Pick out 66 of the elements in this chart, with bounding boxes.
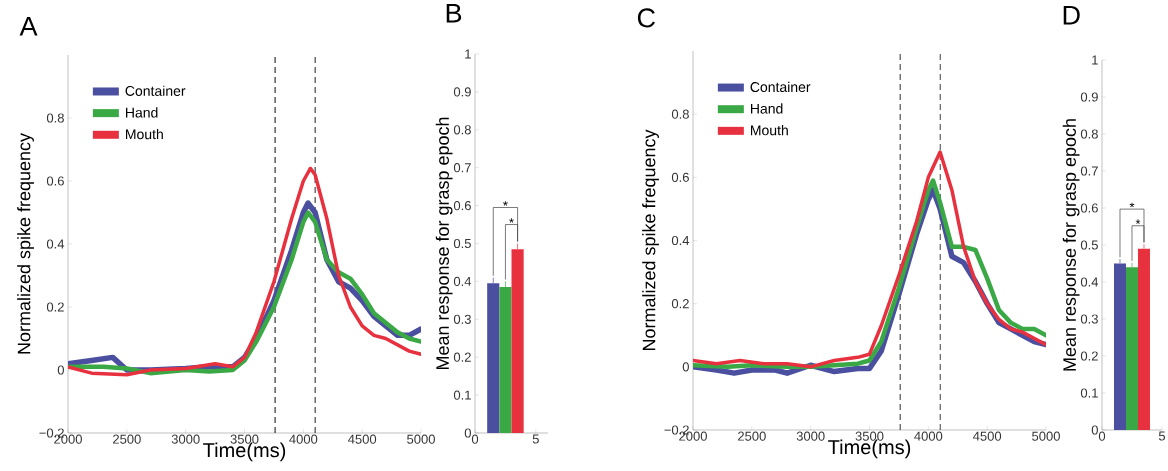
annotation: *: [1129, 202, 1135, 208]
y-tick-label: 0: [57, 365, 64, 375]
x-tick-label: 5000: [407, 434, 435, 444]
y-tick-label: 0.4: [46, 239, 65, 249]
x-tick-label: 3500: [230, 434, 259, 444]
y-tick-label: 0.3: [453, 314, 471, 324]
x-tick-label: 4000: [914, 431, 943, 441]
y-tick-label: 0.9: [453, 87, 471, 97]
y-tick-label: 0.6: [1080, 203, 1098, 213]
x-tick-label: 5000: [1032, 431, 1060, 441]
y-tick-label: 0.4: [453, 276, 472, 286]
x-tick-label: 5: [532, 434, 539, 444]
y-tick-label: 0.2: [1080, 351, 1098, 361]
y-axis-title: Normalized spike frequency: [642, 129, 659, 351]
x-tick-label: 5: [1158, 431, 1166, 441]
x-tick-label: 4000: [289, 434, 318, 444]
y-tick-label: 0.3: [1080, 314, 1098, 324]
y-tick-label: 0.8: [1080, 129, 1098, 139]
legend-label: Hand: [126, 107, 158, 118]
annotation: *: [1135, 219, 1141, 224]
y-tick-label: 0.8: [671, 109, 689, 119]
chart-title: A: [19, 16, 38, 36]
y-tick-label: 0.7: [453, 163, 471, 173]
chart-title: D: [1063, 5, 1080, 25]
x-tick-label: 2500: [113, 434, 141, 444]
legend-label: Mouth: [751, 125, 788, 136]
y-tick-label: 0.6: [671, 172, 689, 182]
y-tick-label: 0.7: [1080, 166, 1098, 176]
y-tick-label: 0.6: [46, 176, 64, 186]
x-tick-label: 2500: [738, 431, 766, 441]
x-tick-label: 4500: [973, 431, 1002, 441]
y-tick-label: 0.5: [1080, 240, 1098, 250]
y-tick-label: 0.4: [671, 235, 690, 246]
x-tick-label: 4500: [348, 434, 377, 444]
y-tick-label: 0.2: [46, 302, 64, 312]
y-tick-label: 0.6: [453, 200, 471, 211]
x-axis-title: Time(ms): [203, 442, 286, 462]
y-tick-label: 0: [682, 362, 689, 372]
x-tick-label: 0: [1098, 431, 1106, 441]
y-tick-label: 0.1: [1080, 388, 1098, 398]
y-tick-label: 0.5: [453, 238, 471, 249]
legend-label: Mouth: [126, 128, 163, 140]
x-tick-label: 0: [471, 434, 479, 444]
y-axis-title: Mean response for grasp epoch: [1062, 119, 1080, 371]
legend-label: Hand: [751, 103, 783, 114]
y-axis-title: Mean response for grasp epoch: [435, 117, 453, 370]
y-axis-title: Normalized spike frequency: [17, 133, 34, 354]
legend-label: Container: [750, 81, 811, 93]
y-tick-label: 0.2: [671, 299, 689, 309]
chart-title: B: [446, 3, 462, 23]
y-tick-label: 0.1: [453, 390, 471, 400]
x-tick-label: 3000: [796, 431, 825, 441]
x-tick-label: 3000: [171, 434, 200, 444]
y-tick-label: 0.2: [453, 352, 471, 362]
x-axis-title: Time(ms): [828, 439, 911, 459]
y-tick-label: 0.8: [453, 125, 471, 135]
annotation: *: [509, 218, 514, 223]
y-tick-label: 0.9: [1080, 92, 1098, 102]
legend-label: Container: [125, 85, 186, 96]
annotation: *: [503, 201, 508, 206]
y-tick-label: 0.8: [46, 113, 64, 123]
y-tick-label: 0.4: [1080, 277, 1099, 287]
y-tick-label: 1: [465, 49, 471, 59]
y-tick-label: 1: [1092, 55, 1098, 65]
x-tick-label: 3500: [855, 431, 884, 441]
chart-title: C: [637, 8, 656, 28]
